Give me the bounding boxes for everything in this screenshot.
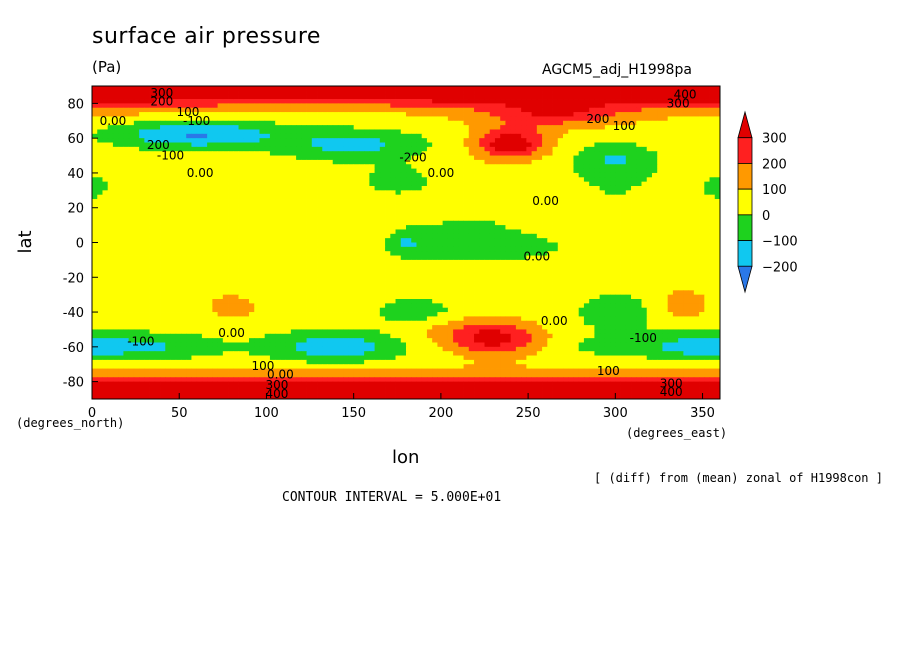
colorbar-label: −200 (762, 260, 798, 275)
contour-label: 0.00 (267, 368, 294, 382)
x-tick-label: 150 (341, 406, 366, 421)
x-axis: 0 50 100 150 200 250 300 350 (88, 393, 715, 421)
colorbar-swatch (737, 214, 753, 241)
run-id-label: AGCM5_adj_H1998pa (542, 62, 692, 78)
x-axis-label: lon (392, 447, 420, 468)
contour-label: 400 (660, 385, 683, 399)
contour-interval: CONTOUR INTERVAL = 5.000E+01 (282, 490, 502, 505)
y-tick-label: -80 (63, 376, 84, 391)
contour-label: 200 (147, 138, 170, 152)
contour-label: 200 (150, 95, 173, 109)
x-tick-label: 300 (603, 406, 628, 421)
colorbar-swatch (737, 265, 753, 294)
y-tick-label: 0 (76, 237, 84, 252)
y-axis-units: (degrees_north) (16, 416, 125, 430)
y-tick-label: 20 (67, 202, 84, 217)
contour-label: 300 (660, 376, 683, 390)
contour-label: 100 (252, 359, 275, 373)
contour-label: 100 (613, 119, 636, 133)
contour-label: 400 (674, 88, 697, 102)
colorbar-swatch (737, 110, 753, 139)
units-label: (Pa) (92, 58, 122, 76)
contour-label: 0.00 (523, 249, 550, 263)
x-tick-label: 350 (690, 406, 715, 421)
colorbar-swatch (737, 240, 753, 267)
colorbar-label: −100 (762, 235, 798, 250)
contour-label: 300 (265, 378, 288, 392)
contour-label: 200 (586, 112, 609, 126)
colorbar-swatch (737, 163, 753, 190)
colorbar-label: 200 (762, 157, 787, 172)
contour-label: 100 (176, 105, 199, 119)
colorbar: 300 200 100 0 −100 −200 (737, 110, 798, 294)
y-tick-label: 60 (67, 132, 84, 147)
contour-label: 300 (667, 96, 690, 110)
y-tick-label: 40 (67, 167, 84, 182)
y-tick-label: -60 (63, 341, 84, 356)
x-tick-label: 50 (171, 406, 188, 421)
chart-title: surface air pressure (92, 24, 321, 49)
colorbar-swatch (737, 188, 753, 216)
x-tick-label: 100 (254, 406, 279, 421)
colorbar-swatch (737, 137, 753, 164)
contour-label: -100 (630, 331, 657, 345)
x-tick-label: 250 (516, 406, 541, 421)
x-tick-label: 200 (428, 406, 453, 421)
colorbar-label: 0 (762, 209, 770, 224)
contour-label: -100 (183, 114, 210, 128)
contour-label: 0.00 (541, 314, 568, 328)
contour-field (92, 86, 720, 399)
colorbar-label: 100 (762, 183, 787, 198)
contour-label: -100 (157, 149, 184, 163)
y-tick-label: 80 (67, 97, 84, 112)
footnote: [ (diff) from (mean) zonal of H1998con ] (594, 471, 883, 485)
y-tick-label: -20 (63, 271, 84, 286)
colorbar-label: 300 (762, 132, 787, 147)
contour-label: 0.00 (187, 166, 214, 180)
y-axis-label: lat (15, 230, 37, 254)
x-axis-units: (degrees_east) (626, 426, 728, 440)
contour-label: 400 (265, 387, 288, 401)
y-axis: 80 60 40 20 0 -20 -40 -60 -80 (63, 97, 98, 391)
contour-label: 100 (597, 364, 620, 378)
contour-label: 0.00 (218, 326, 245, 340)
contour-label: -100 (127, 335, 154, 349)
y-tick-label: -40 (63, 306, 84, 321)
contour-label: 0.00 (428, 166, 455, 180)
contour-label: 0.00 (532, 194, 559, 208)
contour-label: 300 (150, 86, 173, 100)
x-tick-label: 0 (88, 406, 96, 421)
contour-label: 0.00 (100, 114, 127, 128)
contour-label: -200 (399, 150, 426, 164)
